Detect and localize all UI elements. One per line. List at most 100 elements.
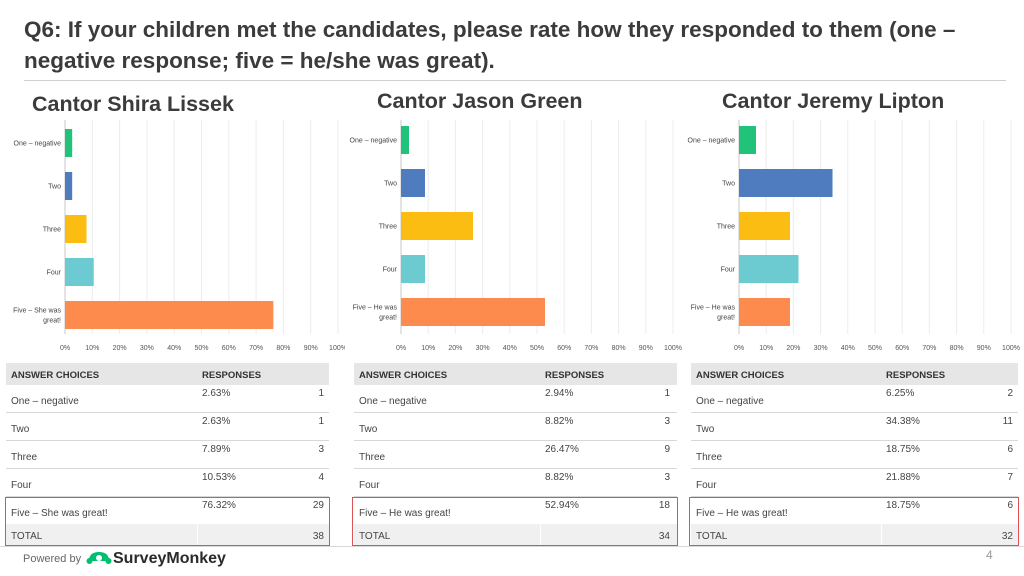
response-count: 11 (1002, 416, 1013, 427)
surveymonkey-logo-icon (86, 552, 112, 564)
table-header: ANSWER CHOICES RESPONSES (691, 363, 1018, 385)
response-count: 29 (312, 500, 324, 511)
answer-choice: Five – She was great! (11, 508, 108, 519)
response-count: 9 (664, 444, 670, 455)
table-header: ANSWER CHOICES RESPONSES (6, 363, 329, 385)
table-row: Two 34.38% 11 (691, 413, 1018, 441)
x-tick-label: 0% (60, 345, 70, 352)
table-row: Two 8.82% 3 (354, 413, 677, 441)
x-tick-label: 80% (612, 345, 626, 352)
surveymonkey-brand: SurveyMonkey (113, 550, 226, 567)
response-count: 1 (318, 416, 324, 427)
page-number: 4 (986, 548, 993, 562)
x-tick-label: 100% (329, 345, 345, 352)
category-label: Two (384, 181, 397, 188)
response-count: 1 (664, 388, 670, 399)
category-label: Two (722, 181, 735, 188)
slide-title: Q6: If your children met the candidates,… (24, 17, 956, 73)
response-count: 1 (318, 388, 324, 399)
powered-by-label: Powered by (23, 553, 82, 565)
chart-title-green: Cantor Jason Green (377, 89, 583, 113)
bar-4 (739, 255, 799, 283)
answer-choice: Four (359, 480, 380, 491)
x-tick-label: 90% (304, 345, 318, 352)
bar-chart-lissek: 0% 10% 20% 30% 40% 50% 60% 70% 80% 90% 100% One – n… (13, 120, 345, 352)
answer-choice: Five – He was great! (696, 508, 788, 519)
table-total-row: TOTAL 34 (354, 524, 677, 546)
table-row: Four 8.82% 3 (354, 469, 677, 497)
category-label: One – negative (350, 138, 398, 145)
response-percent: 26.47% (545, 444, 579, 455)
bar-chart-lipton: 0% 10% 20% 30% 40% 50% 60% 70% 80% 90% 100% One – n… (688, 120, 1020, 352)
bar-2 (739, 169, 833, 197)
answer-choice: One – negative (696, 396, 764, 407)
response-percent: 76.32% (202, 500, 236, 511)
response-percent: 2.63% (202, 388, 231, 399)
response-percent: 21.88% (886, 472, 920, 483)
response-percent: 34.38% (886, 416, 920, 427)
footer-divider (0, 546, 1024, 547)
answer-choice: Five – He was great! (359, 508, 451, 519)
category-label: Five – He was (353, 305, 398, 312)
response-count: 6 (1007, 500, 1013, 511)
chart-title-lipton: Cantor Jeremy Lipton (722, 89, 945, 113)
title-divider (24, 80, 1006, 81)
answer-choice: Two (11, 424, 30, 435)
response-percent: 18.75% (886, 444, 920, 455)
total-count: 38 (312, 531, 324, 542)
x-tick-label: 60% (557, 345, 571, 352)
table-total-row: TOTAL 32 (691, 524, 1018, 546)
category-label: Four (721, 267, 736, 274)
category-label: Three (43, 227, 61, 234)
response-percent: 52.94% (545, 500, 579, 511)
header-responses: RESPONSES (886, 370, 946, 381)
bar-2 (401, 169, 425, 197)
x-tick-label: 90% (639, 345, 653, 352)
response-count: 4 (318, 472, 324, 483)
total-label: TOTAL (11, 531, 43, 542)
table-row: Three 18.75% 6 (691, 441, 1018, 469)
response-percent: 18.75% (886, 500, 920, 511)
category-label: Two (48, 184, 61, 191)
bar-2 (65, 172, 73, 200)
x-tick-label: 80% (276, 345, 290, 352)
answer-choice: One – negative (359, 396, 427, 407)
x-tick-label: 10% (421, 345, 435, 352)
category-label: Three (379, 224, 397, 231)
x-tick-label: 80% (950, 345, 964, 352)
table-row: Three 26.47% 9 (354, 441, 677, 469)
x-tick-label: 0% (396, 345, 406, 352)
x-tick-label: 60% (895, 345, 909, 352)
response-percent: 2.94% (545, 388, 574, 399)
category-label: great! (717, 315, 735, 322)
x-tick-label: 40% (841, 345, 855, 352)
response-percent: 7.89% (202, 444, 231, 455)
x-tick-label: 70% (249, 345, 263, 352)
x-tick-label: 50% (194, 345, 208, 352)
table-row: One – negative 2.63% 1 (6, 385, 329, 413)
answer-choice: Three (359, 452, 386, 463)
x-tick-label: 70% (922, 345, 936, 352)
bar-1 (65, 129, 73, 157)
x-tick-label: 60% (222, 345, 236, 352)
category-label: One – negative (14, 141, 62, 148)
answer-choice: Three (696, 452, 723, 463)
x-tick-label: 70% (584, 345, 598, 352)
response-count: 7 (1007, 472, 1013, 483)
x-tick-label: 10% (85, 345, 99, 352)
bar-5 (739, 298, 790, 326)
x-tick-label: 40% (167, 345, 181, 352)
response-percent: 6.25% (886, 388, 915, 399)
response-count: 18 (658, 500, 670, 511)
table-row: Four 10.53% 4 (6, 469, 329, 497)
total-count: 32 (1001, 531, 1013, 542)
response-count: 3 (318, 444, 324, 455)
table-row: One – negative 6.25% 2 (691, 385, 1018, 413)
category-label: Four (383, 267, 398, 274)
x-tick-label: 40% (503, 345, 517, 352)
total-count: 34 (658, 531, 670, 542)
response-count: 3 (664, 472, 670, 483)
bar-1 (401, 126, 409, 154)
answer-choice: Two (696, 424, 715, 435)
bar-5 (65, 301, 274, 329)
